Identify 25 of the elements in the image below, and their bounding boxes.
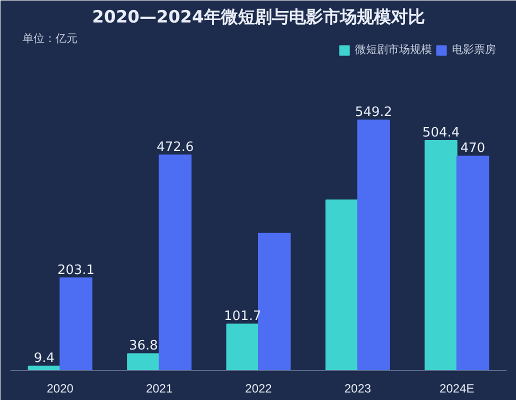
x-tick-label: 2020 xyxy=(46,382,74,396)
bar xyxy=(158,154,192,370)
data-label: 9.4 xyxy=(34,351,55,366)
text: 单位：亿元 xyxy=(22,32,78,46)
legend-label: 电影票房 xyxy=(452,42,496,57)
bar xyxy=(226,324,259,370)
bar xyxy=(325,200,358,370)
bar xyxy=(456,156,490,370)
x-tick-label: 2023 xyxy=(344,382,372,396)
data-label: 36.8 xyxy=(128,338,158,354)
x-tick-label: 2021 xyxy=(146,382,173,396)
bar xyxy=(357,120,390,370)
bar xyxy=(60,277,92,370)
data-label: 472.6 xyxy=(156,140,194,156)
chart-title: 2020—2024年微短剧与电影市场规模对比 xyxy=(92,8,425,28)
bar xyxy=(424,140,458,370)
data-label: 504.4 xyxy=(422,126,460,141)
bar xyxy=(127,353,160,370)
x-tick-label: 2022 xyxy=(245,382,272,396)
bar xyxy=(28,366,61,370)
data-label: 203.1 xyxy=(57,262,95,278)
data-label: 549.2 xyxy=(354,105,392,120)
x-tick-label: 2024E xyxy=(440,382,474,396)
data-label: 470 xyxy=(460,141,486,156)
legend-label: 微短剧市场规模 xyxy=(355,42,432,57)
